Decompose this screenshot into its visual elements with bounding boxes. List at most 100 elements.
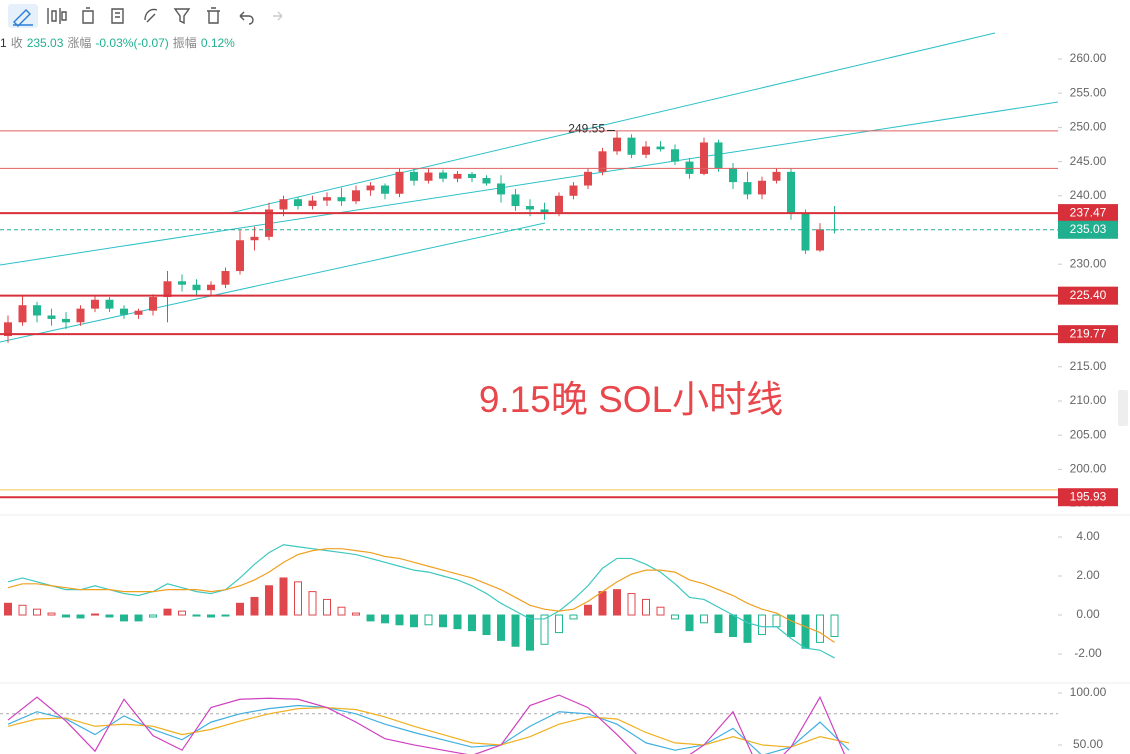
price-level-label: 219.77 <box>1070 326 1107 340</box>
price-level-tag <box>1058 204 1118 223</box>
macd-bar <box>439 614 447 628</box>
candle-body <box>685 161 694 174</box>
macd-bar <box>192 614 201 617</box>
candle-body <box>207 284 215 291</box>
candle-body <box>729 168 737 183</box>
macd-bar <box>482 614 491 636</box>
macd-bar <box>105 614 114 618</box>
candle-body <box>526 206 534 210</box>
macd-bar <box>163 608 172 616</box>
macd-bar <box>337 606 346 616</box>
chart-title: 9.15晚 SOL小时线 <box>479 379 783 420</box>
macd-bar <box>468 614 476 632</box>
macd-bar <box>511 614 520 647</box>
macd-bar <box>830 614 839 637</box>
side-tab[interactable] <box>1118 390 1128 426</box>
macd-bar <box>366 614 375 622</box>
magnet-tool[interactable] <box>144 8 158 23</box>
candle-body <box>410 171 418 181</box>
y-tick-label: 230.00 <box>1070 256 1107 270</box>
candle-body <box>584 171 592 186</box>
redo-tool[interactable] <box>273 11 283 21</box>
candle-body <box>772 171 781 181</box>
macd-bar <box>178 610 186 616</box>
macd-line <box>7 544 835 659</box>
y-tick-label: 255.00 <box>1070 85 1107 99</box>
candle-body <box>337 197 346 202</box>
macd-bar <box>120 614 128 622</box>
macd-bar <box>33 608 41 616</box>
candle-body <box>700 142 708 174</box>
trendline <box>0 222 546 343</box>
macd-bar <box>743 614 752 643</box>
macd-bar <box>149 614 157 618</box>
kdj-line <box>7 704 850 754</box>
info-item: 振幅 <box>172 36 197 50</box>
trendline <box>229 32 996 214</box>
candle-body <box>787 171 795 213</box>
delete-tool[interactable] <box>207 7 220 24</box>
indicator-tool[interactable] <box>82 7 94 24</box>
macd-bar <box>453 614 462 630</box>
candle-body <box>497 183 505 195</box>
candle-body <box>18 305 27 323</box>
candle-body <box>642 146 650 155</box>
candle-body <box>714 142 723 169</box>
kdj-line <box>7 706 850 748</box>
info-item: 收 <box>10 36 23 50</box>
macd-bar <box>569 614 578 620</box>
undo-tool[interactable] <box>239 11 254 25</box>
macd-bar <box>685 614 694 632</box>
price-level-tag <box>1058 325 1118 344</box>
y-tick-label: 240.00 <box>1070 188 1107 202</box>
macd-bar <box>526 614 534 651</box>
candle-body <box>236 240 244 272</box>
candle-body <box>743 182 752 195</box>
macd-bar <box>91 613 99 616</box>
macd-bar <box>4 602 12 616</box>
peak-label: 249.55 <box>568 122 605 136</box>
macd-bar <box>410 614 418 628</box>
macd-line <box>7 548 835 643</box>
candle-body <box>453 173 462 179</box>
candle-body <box>366 185 375 191</box>
macd-bar <box>395 614 404 626</box>
y-tick-label: -2.00 <box>1074 646 1102 660</box>
macd-bar <box>627 593 636 616</box>
note-tool[interactable] <box>111 8 124 24</box>
macd-bar <box>642 598 650 616</box>
macd-bar <box>772 614 781 628</box>
kdj-line <box>7 694 846 754</box>
candle-body <box>33 305 41 316</box>
macd-bar <box>236 602 244 616</box>
draw-tool[interactable] <box>13 9 33 27</box>
candle-body <box>192 284 201 291</box>
candle-body <box>598 151 607 172</box>
candle-body <box>613 137 621 152</box>
macd-bar <box>207 614 215 618</box>
candle-body <box>468 173 476 179</box>
macd-bar <box>221 614 230 617</box>
info-item: 涨幅 <box>67 36 92 50</box>
price-level-label: 235.03 <box>1070 222 1107 236</box>
macd-bar <box>656 606 665 616</box>
macd-bar <box>758 614 766 636</box>
candle-body <box>381 185 389 194</box>
macd-bar <box>714 614 723 634</box>
candle-body <box>105 299 114 309</box>
macd-bar <box>279 577 288 616</box>
filter-tool[interactable] <box>173 8 191 25</box>
price-level-label: 195.93 <box>1070 489 1107 503</box>
candle-body <box>221 271 230 285</box>
info-item: 1 <box>0 36 7 50</box>
y-tick-label: 4.00 <box>1076 529 1100 543</box>
candle-body <box>76 308 85 323</box>
candle-tool[interactable] <box>47 8 67 24</box>
y-tick-label: 260.00 <box>1070 51 1107 65</box>
price-level-label: 225.40 <box>1070 288 1107 302</box>
candle-body <box>250 236 259 241</box>
info-line: 1 收 235.03 涨幅 -0.03%(-0.07) 振幅 0.12% <box>0 34 239 51</box>
y-tick-label: 250.00 <box>1070 120 1107 134</box>
